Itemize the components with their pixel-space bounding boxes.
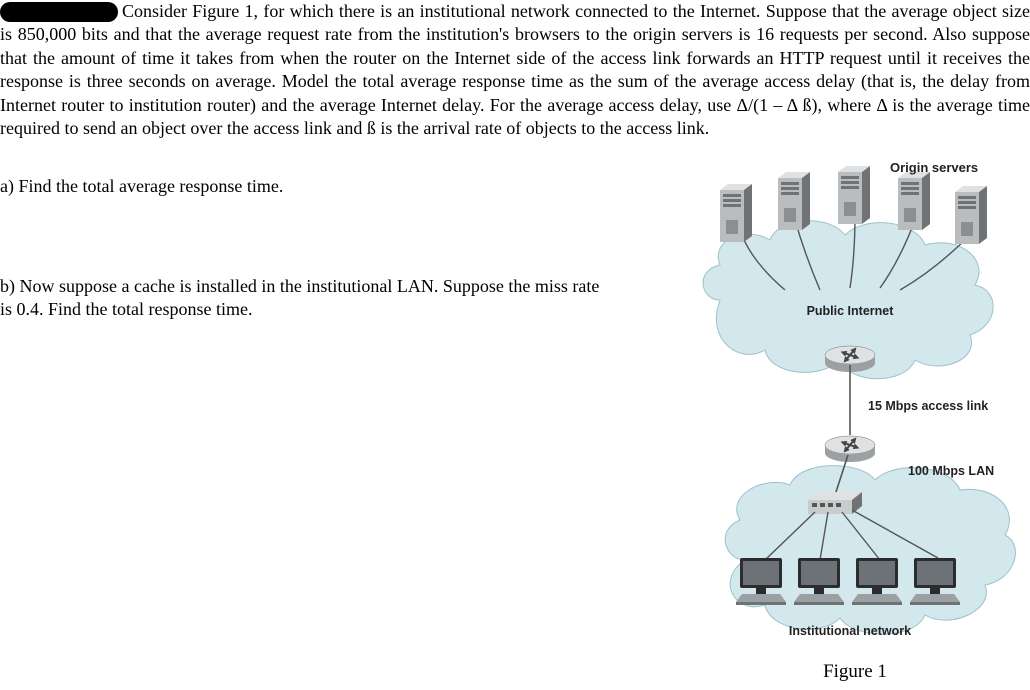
figure-caption: Figure 1 (690, 660, 1020, 685)
intro-text: Consider Figure 1, for which there is an… (0, 0, 1030, 140)
label-origin: Origin servers (890, 160, 978, 175)
problem-statement: Consider Figure 1, for which there is an… (0, 0, 1030, 140)
part-b: b) Now suppose a cache is installed in t… (0, 275, 600, 322)
label-institutional: Institutional network (789, 624, 911, 638)
label-internet: Public Internet (807, 304, 895, 318)
institutional-network-cloud (725, 466, 1015, 635)
figure-1: Origin servers Public Internet 15 Mbps a… (690, 160, 1020, 690)
label-lan: 100 Mbps LAN (908, 464, 994, 478)
institution-router (825, 435, 875, 462)
part-a: a) Find the total average response time. (0, 175, 600, 198)
label-access-link: 15 Mbps access link (868, 399, 988, 413)
